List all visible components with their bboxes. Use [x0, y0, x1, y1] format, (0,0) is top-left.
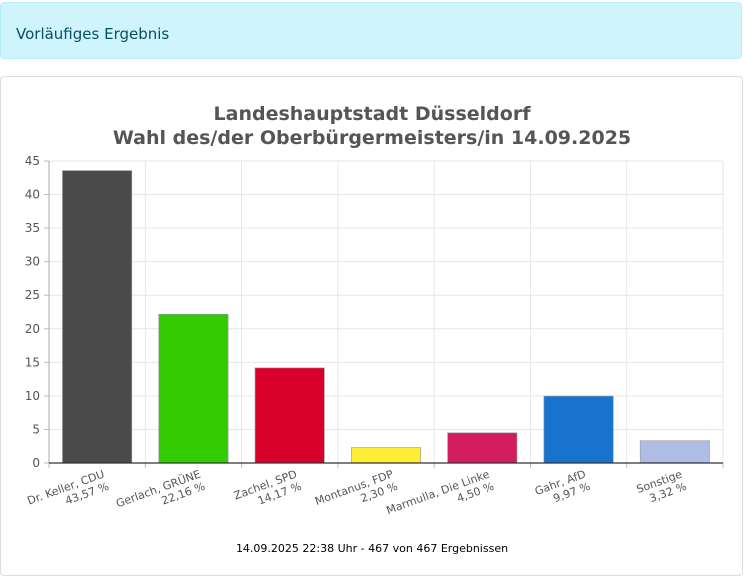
- y-tick-label: 0: [32, 456, 40, 470]
- y-tick-label: 45: [25, 154, 40, 168]
- bar: [351, 447, 421, 464]
- y-tick-label: 25: [25, 288, 40, 302]
- y-tick-label: 5: [32, 422, 40, 436]
- y-tick-label: 15: [25, 355, 40, 369]
- bar: [447, 432, 518, 464]
- bar: [543, 395, 614, 464]
- chart-title: Landeshauptstadt Düsseldorf: [213, 103, 531, 125]
- y-tick-label: 40: [25, 188, 40, 202]
- y-tick-label: 35: [25, 221, 40, 235]
- y-tick-label: 20: [25, 322, 40, 336]
- status-banner: Vorläufiges Ergebnis: [0, 2, 742, 59]
- chart-subtitle: Wahl des/der Oberbürgermeisters/in 14.09…: [112, 127, 632, 149]
- results-footer: 14.09.2025 22:38 Uhr - 467 von 467 Ergeb…: [235, 542, 509, 555]
- y-tick-label: 30: [25, 255, 40, 269]
- bar: [639, 440, 710, 464]
- banner-text: Vorläufiges Ergebnis: [16, 25, 170, 43]
- y-tick-label: 10: [25, 389, 40, 403]
- bar: [62, 170, 133, 464]
- bar: [158, 313, 229, 464]
- bar: [254, 367, 325, 464]
